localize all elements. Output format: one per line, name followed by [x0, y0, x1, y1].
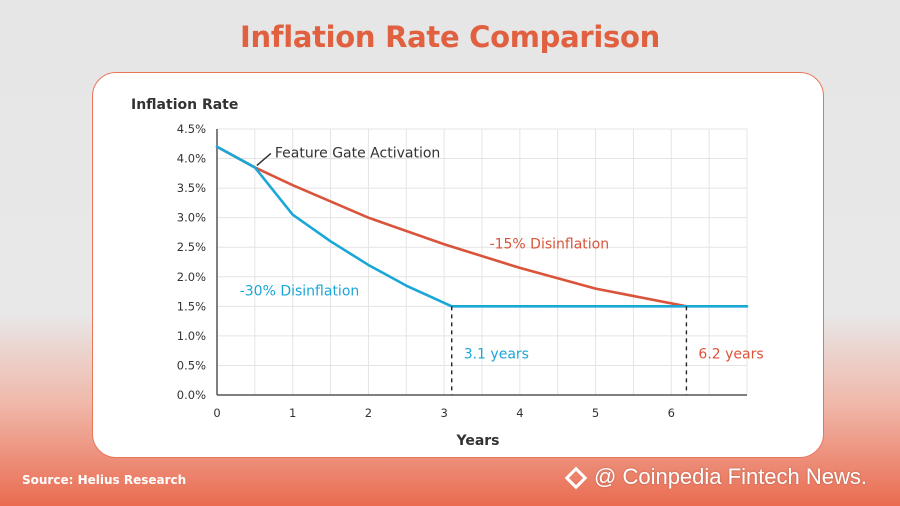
annotation-years: 3.1 years [464, 347, 529, 363]
y-tick-label: 4.0% [177, 152, 206, 166]
x-tick-label: 3 [440, 406, 447, 420]
y-tick-label: 2.0% [177, 270, 206, 284]
source-note: Source: Helius Research [22, 473, 187, 487]
diamond-logo-icon [564, 466, 588, 490]
x-tick-label: 1 [289, 406, 296, 420]
y-tick-label: 1.5% [177, 299, 206, 313]
annotation-pointer [256, 152, 272, 166]
watermark-text: @ Coinpedia Fintech News. [594, 464, 868, 489]
y-tick-label: 3.5% [177, 181, 206, 195]
x-tick-label: 2 [365, 406, 372, 420]
x-tick-label: 0 [213, 406, 220, 420]
y-tick-label: 2.5% [177, 240, 206, 254]
annotation-minus-30: -30% Disinflation [240, 284, 360, 300]
x-tick-label: 4 [516, 406, 523, 420]
annotation-minus-15: -15% Disinflation [490, 236, 610, 252]
y-tick-label: 1.0% [177, 329, 206, 343]
x-tick-label: 6 [668, 406, 675, 420]
y-tick-label: 0.0% [177, 388, 206, 402]
annotation-feature-gate: Feature Gate Activation [275, 145, 440, 161]
y-axis-title: Inflation Rate [131, 97, 238, 113]
x-axis-title: Years [455, 433, 499, 449]
y-tick-label: 0.5% [177, 358, 206, 372]
y-tick-label: 3.0% [177, 211, 206, 225]
watermark: @ Coinpedia Fintech News. [564, 464, 868, 490]
series-line-minus-15 [215, 145, 688, 308]
chart-card: 0.0% 0.5% 1.0% 1.5% 2.0% 2.5% 3.0% 3.5% 4.0% 4.5%… [92, 72, 824, 458]
page-title: Inflation Rate Comparison [240, 20, 660, 54]
series-line-minus-30 [215, 145, 749, 308]
line-chart: 0.0% 0.5% 1.0% 1.5% 2.0% 2.5% 3.0% 3.5% 4.0% 4.5%… [131, 97, 764, 449]
y-tick-label: 4.5% [177, 122, 206, 136]
x-tick-label: 5 [592, 406, 599, 420]
annotation-years: 6.2 years [698, 347, 763, 363]
